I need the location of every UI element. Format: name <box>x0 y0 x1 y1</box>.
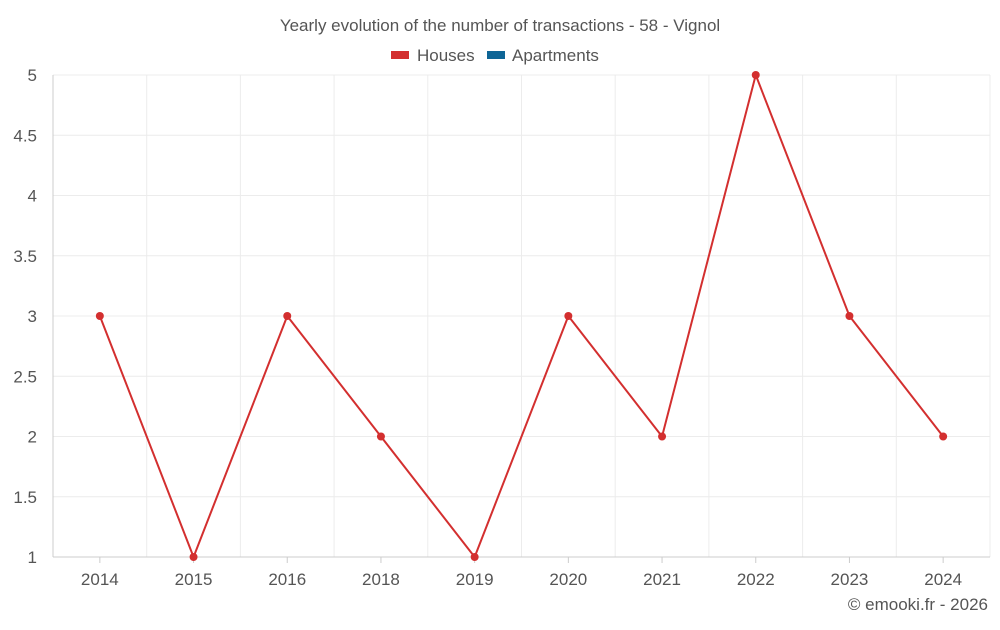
data-point-houses-2022 <box>751 71 760 79</box>
data-point-houses-2021 <box>658 432 667 441</box>
legend-swatch-houses <box>391 51 409 59</box>
x-tick-label: 2020 <box>549 570 587 589</box>
y-tick-labels: 1 1.5 2 2.5 3 3.5 4 4.5 5 <box>13 66 37 567</box>
x-tick-label: 2024 <box>924 570 962 589</box>
y-tick-label: 2 <box>28 428 37 447</box>
y-tick-label: 4.5 <box>13 126 37 145</box>
x-tick-labels: 2014 2015 2016 2018 2019 2020 2021 2022 2023 2024 <box>81 570 962 589</box>
data-point-houses-2020 <box>564 312 573 320</box>
x-tick-label: 2023 <box>831 570 869 589</box>
y-tick-label: 3.5 <box>13 247 37 266</box>
y-tick-label: 2.5 <box>13 367 37 386</box>
x-grid <box>52 75 991 557</box>
x-tick-label: 2021 <box>643 570 681 589</box>
y-tick-label: 3 <box>28 307 37 326</box>
x-tick-label: 2014 <box>81 570 119 589</box>
series-line-houses <box>98 74 944 558</box>
y-tick-label: 5 <box>28 66 37 85</box>
data-point-houses-2018 <box>376 432 385 441</box>
data-point-houses-2014 <box>95 312 104 320</box>
data-point-houses-2023 <box>845 312 854 320</box>
legend-swatch-apartments <box>487 51 505 59</box>
y-tick-label: 1 <box>28 548 37 567</box>
series-layer <box>95 71 948 561</box>
y-tick-label: 1.5 <box>13 488 37 507</box>
copyright-text: © emooki.fr - 2026 <box>848 595 988 614</box>
chart-title: Yearly evolution of the number of transa… <box>280 16 720 35</box>
x-tick-label: 2016 <box>268 570 306 589</box>
data-point-houses-2016 <box>283 312 292 320</box>
data-point-houses-2015 <box>189 553 198 561</box>
y-tick-label: 4 <box>28 187 37 206</box>
legend-label-apartments[interactable]: Apartments <box>512 46 599 65</box>
data-point-houses-2024 <box>939 432 948 441</box>
axes <box>52 75 990 563</box>
x-tick-label: 2022 <box>737 570 775 589</box>
x-tick-label: 2018 <box>362 570 400 589</box>
legend-label-houses[interactable]: Houses <box>417 46 475 65</box>
x-tick-label: 2015 <box>175 570 213 589</box>
legend: Houses Apartments <box>391 46 599 65</box>
x-tick-label: 2019 <box>456 570 494 589</box>
data-point-houses-2019 <box>470 553 479 561</box>
